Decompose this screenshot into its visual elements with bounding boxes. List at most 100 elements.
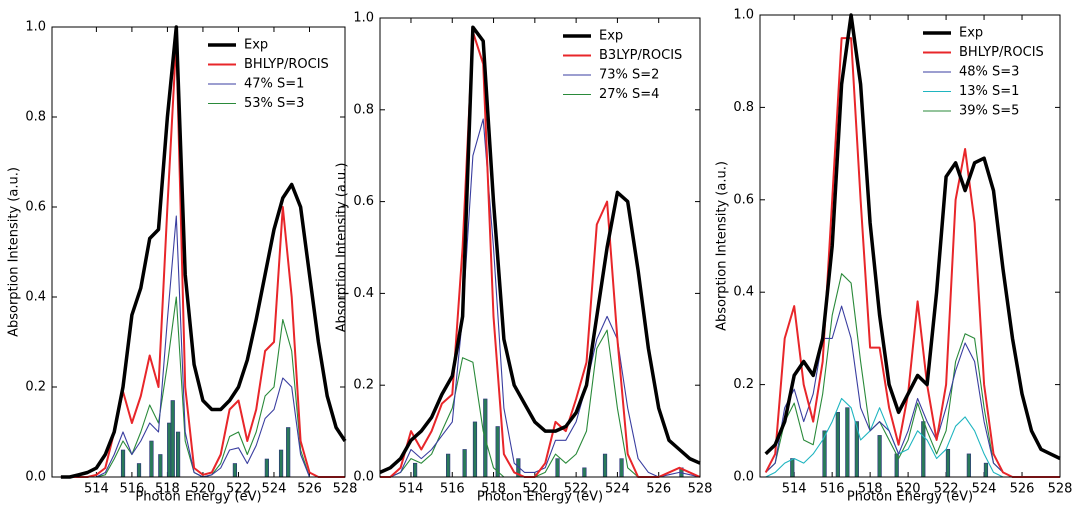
y-axis-title: Absorption Intensity (a.u.): [715, 161, 730, 331]
x-tick-label: 522: [934, 482, 959, 497]
stick: [845, 407, 850, 478]
stick: [462, 449, 467, 478]
stick: [582, 467, 587, 478]
y-tick-label: 0.4: [353, 286, 374, 301]
stick: [921, 421, 926, 478]
stick: [790, 458, 795, 478]
stick: [120, 449, 126, 478]
stick: [170, 400, 175, 478]
curve: [764, 37, 1060, 478]
y-axis-title: Absorption Intensity (a.u.): [7, 167, 22, 337]
x-tick-label: 518: [858, 482, 883, 497]
stick: [149, 440, 154, 478]
x-tick-label: 524: [262, 482, 287, 497]
legend-label: 27% S=4: [599, 87, 659, 102]
x-tick-label: 522: [226, 482, 251, 497]
legend-label: 73% S=2: [599, 68, 659, 83]
curve: [379, 25, 701, 474]
y-axis-title: Absorption Intensity (a.u.): [335, 163, 350, 333]
curve: [765, 273, 1060, 478]
y-tick-label: 0.2: [25, 380, 46, 395]
x-tick-label: 528: [1048, 482, 1073, 497]
stick: [446, 453, 451, 478]
x-tick-label: 516: [820, 482, 845, 497]
stick: [835, 412, 840, 478]
x-tick-label: 526: [297, 482, 322, 497]
y-tick-label: 0.4: [25, 290, 46, 305]
x-tick-label: 524: [605, 482, 630, 497]
y-tick-label: 0.8: [25, 110, 46, 125]
x-axis-title: Photon Energy (eV): [477, 490, 603, 505]
stick: [966, 453, 971, 478]
curve: [60, 39, 345, 478]
legend-label: BHLYP/ROCIS: [959, 45, 1044, 60]
legend-label: Exp: [599, 29, 623, 44]
y-tick-label: 0.8: [353, 102, 374, 117]
legend-label: 13% S=1: [959, 84, 1019, 99]
plot-frame: [51, 26, 346, 478]
x-tick-label: 514: [84, 482, 109, 497]
y-tick-label: 0.0: [733, 470, 754, 485]
x-tick-label: 520: [896, 482, 921, 497]
x-tick-label: 528: [688, 482, 713, 497]
legend-label: Exp: [959, 26, 983, 41]
plot-frame: [759, 14, 1061, 478]
x-tick-label: 520: [191, 482, 216, 497]
x-tick-label: 514: [782, 482, 807, 497]
x-tick-label: 518: [155, 482, 180, 497]
y-tick-label: 0.2: [353, 378, 374, 393]
y-tick-label: 0.6: [733, 192, 754, 207]
x-tick-label: 516: [440, 482, 465, 497]
x-tick-label: 522: [564, 482, 589, 497]
y-tick-label: 1.0: [733, 8, 754, 23]
legend-label: 53% S=3: [244, 96, 304, 111]
y-tick-label: 1.0: [25, 20, 46, 35]
stick: [158, 454, 163, 478]
curve: [60, 215, 345, 478]
y-tick-label: 0.4: [733, 285, 754, 300]
y-tick-label: 0.0: [25, 470, 46, 485]
stick: [619, 458, 624, 478]
stick: [286, 427, 291, 478]
stick: [175, 431, 181, 478]
stick: [472, 421, 478, 478]
x-tick-label: 520: [522, 482, 547, 497]
y-tick-label: 1.0: [353, 11, 374, 26]
stick: [412, 462, 418, 478]
stick: [555, 458, 560, 478]
curve: [765, 305, 1060, 478]
x-tick-label: 528: [333, 482, 358, 497]
stick: [983, 462, 989, 478]
y-tick-label: 0.2: [733, 377, 754, 392]
y-tick-label: 0.8: [733, 100, 754, 115]
legend-label: B3LYP/ROCIS: [599, 48, 682, 63]
stick: [495, 426, 500, 478]
x-tick-label: 526: [646, 482, 671, 497]
curve: [60, 25, 347, 479]
stick: [264, 458, 269, 478]
x-axis-title: Photon Energy (eV): [847, 490, 973, 505]
plot-frame: [379, 17, 701, 478]
stick: [278, 449, 284, 478]
x-tick-label: 526: [1010, 482, 1035, 497]
x-tick-label: 516: [119, 482, 144, 497]
x-tick-label: 524: [972, 482, 997, 497]
curve: [764, 13, 1061, 461]
stick: [167, 422, 172, 478]
legend-label: 39% S=5: [959, 104, 1019, 119]
y-tick-label: 0.0: [353, 470, 374, 485]
legend-label: BHLYP/ROCIS: [244, 57, 329, 72]
stick: [945, 448, 951, 478]
legend-label: Exp: [244, 38, 268, 53]
legend-label: 48% S=3: [959, 65, 1019, 80]
stick: [602, 453, 608, 478]
x-axis-title: Photon Energy (eV): [135, 490, 261, 505]
stick: [232, 463, 238, 478]
x-tick-label: 514: [399, 482, 424, 497]
curve: [380, 329, 700, 478]
y-tick-label: 0.6: [25, 200, 46, 215]
legend-label: 47% S=1: [244, 77, 304, 92]
stick: [877, 435, 882, 478]
stick: [136, 463, 142, 478]
